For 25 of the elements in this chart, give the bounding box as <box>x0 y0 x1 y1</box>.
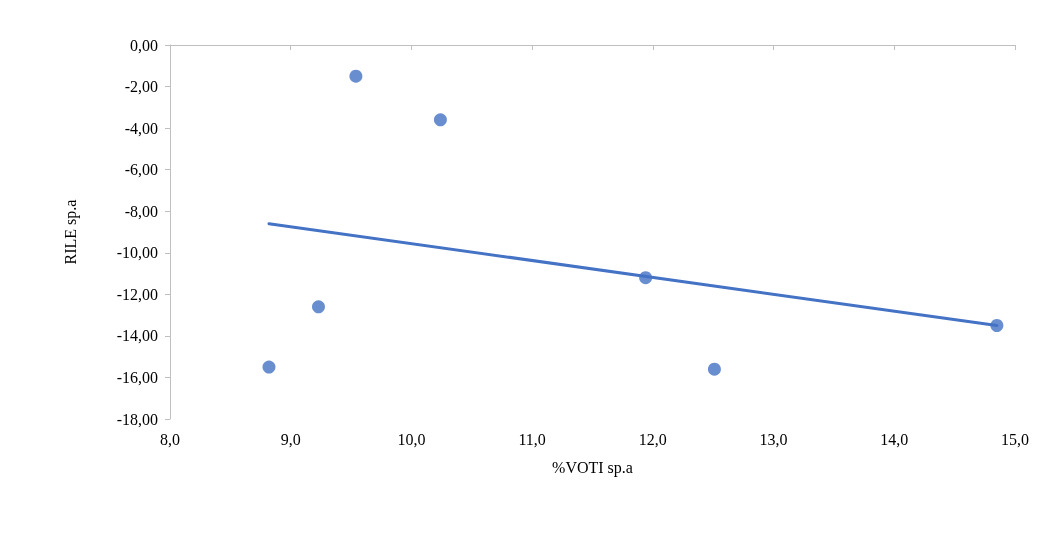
x-tick-label: 13,0 <box>759 430 788 448</box>
x-tick-label: 11,0 <box>518 430 546 448</box>
y-tick-label: -12,00 <box>116 285 158 303</box>
y-tick-label: -4,00 <box>124 119 158 137</box>
x-tick-label: 8,0 <box>160 430 180 448</box>
x-tick-label: 9,0 <box>280 430 301 448</box>
x-tick-label: 15,0 <box>1001 430 1029 448</box>
y-tick-label: -10,00 <box>116 244 158 262</box>
x-tick-label: 10,0 <box>397 430 426 448</box>
y-tick-label: -14,00 <box>116 327 158 345</box>
x-tick-label: 12,0 <box>638 430 667 448</box>
y-tick-label: -16,00 <box>116 368 158 386</box>
y-axis-title: RILE sp.a <box>61 199 80 265</box>
y-tick-label: -6,00 <box>124 161 158 179</box>
point <box>311 300 325 314</box>
x-tick-label: 14,0 <box>880 430 909 448</box>
point <box>707 362 721 376</box>
point <box>433 113 447 127</box>
y-tick-label: 0,00 <box>130 36 158 54</box>
y-tick-label: -2,00 <box>124 78 158 96</box>
y-tick-label: -8,00 <box>124 202 158 220</box>
point <box>349 69 363 83</box>
x-axis-title: %VOTI sp.a <box>552 458 633 477</box>
y-tick-label: -18,00 <box>116 410 158 428</box>
point <box>262 360 276 374</box>
